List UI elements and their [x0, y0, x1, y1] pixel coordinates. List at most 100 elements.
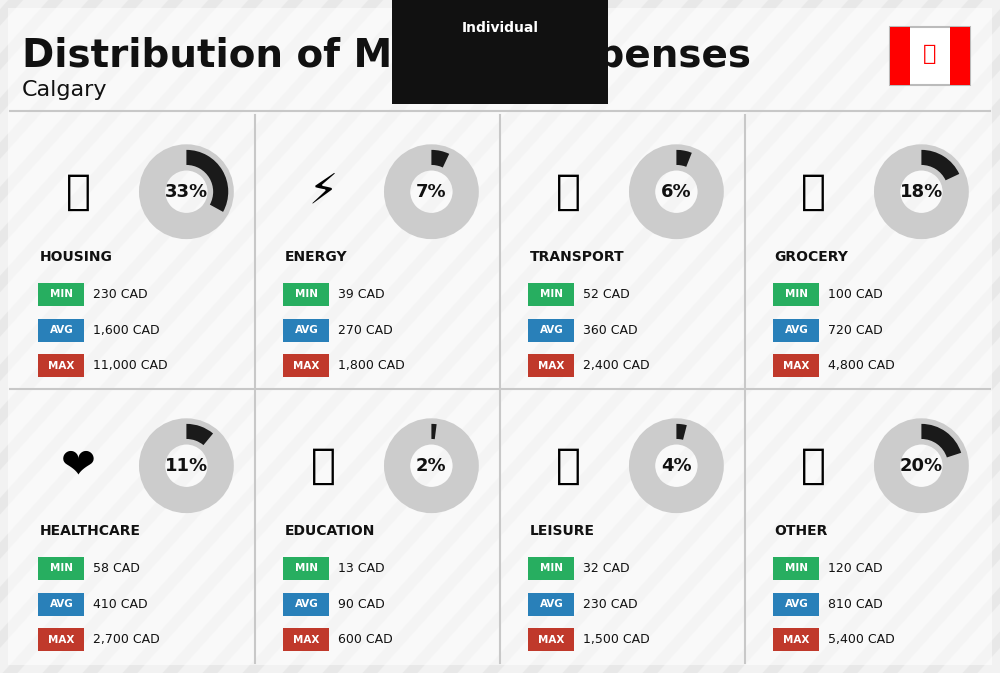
Text: 🚌: 🚌 — [556, 171, 581, 213]
Text: 2,400 CAD: 2,400 CAD — [583, 359, 650, 372]
Text: 120 CAD: 120 CAD — [828, 562, 883, 575]
Text: MIN: MIN — [785, 289, 808, 299]
FancyBboxPatch shape — [950, 27, 970, 85]
Text: 270 CAD: 270 CAD — [338, 324, 393, 336]
Wedge shape — [921, 150, 959, 180]
Wedge shape — [186, 424, 213, 445]
Text: 90 CAD: 90 CAD — [338, 598, 385, 610]
Text: 32 CAD: 32 CAD — [583, 562, 630, 575]
Text: MAX: MAX — [783, 635, 810, 645]
Text: 🍁: 🍁 — [923, 44, 937, 64]
Text: 230 CAD: 230 CAD — [93, 288, 148, 301]
Text: AVG: AVG — [295, 599, 318, 609]
Text: 230 CAD: 230 CAD — [583, 598, 638, 610]
Text: 52 CAD: 52 CAD — [583, 288, 630, 301]
Text: 600 CAD: 600 CAD — [338, 633, 393, 646]
Text: MAX: MAX — [48, 361, 75, 371]
FancyBboxPatch shape — [773, 283, 819, 306]
Text: 33%: 33% — [165, 183, 208, 201]
Text: 2%: 2% — [416, 457, 447, 474]
Text: 1,600 CAD: 1,600 CAD — [93, 324, 160, 336]
Text: 🛍️: 🛍️ — [556, 445, 581, 487]
Text: 4%: 4% — [661, 457, 692, 474]
Text: 39 CAD: 39 CAD — [338, 288, 385, 301]
Text: MIN: MIN — [540, 563, 563, 573]
FancyBboxPatch shape — [38, 283, 84, 306]
Text: MAX: MAX — [538, 635, 565, 645]
Text: ⚡: ⚡ — [309, 171, 338, 213]
Text: 13 CAD: 13 CAD — [338, 562, 385, 575]
Text: MIN: MIN — [540, 289, 563, 299]
Text: LEISURE: LEISURE — [529, 524, 594, 538]
FancyBboxPatch shape — [38, 593, 84, 616]
Text: 11,000 CAD: 11,000 CAD — [93, 359, 168, 372]
FancyBboxPatch shape — [38, 628, 84, 651]
FancyBboxPatch shape — [528, 593, 574, 616]
Text: 410 CAD: 410 CAD — [93, 598, 148, 610]
Text: MIN: MIN — [295, 289, 318, 299]
Text: AVG: AVG — [540, 599, 563, 609]
FancyBboxPatch shape — [8, 8, 992, 665]
Text: MAX: MAX — [783, 361, 810, 371]
FancyBboxPatch shape — [283, 283, 329, 306]
Text: OTHER: OTHER — [774, 524, 828, 538]
FancyBboxPatch shape — [283, 354, 329, 377]
Text: 720 CAD: 720 CAD — [828, 324, 883, 336]
FancyBboxPatch shape — [773, 318, 819, 342]
Text: 810 CAD: 810 CAD — [828, 598, 883, 610]
Text: MIN: MIN — [785, 563, 808, 573]
Text: GROCERY: GROCERY — [774, 250, 848, 264]
FancyBboxPatch shape — [528, 354, 574, 377]
FancyBboxPatch shape — [283, 557, 329, 580]
Text: MAX: MAX — [293, 361, 320, 371]
FancyBboxPatch shape — [773, 593, 819, 616]
Text: ENERGY: ENERGY — [284, 250, 347, 264]
Text: 5,400 CAD: 5,400 CAD — [828, 633, 895, 646]
Text: 🏢: 🏢 — [66, 171, 91, 213]
FancyBboxPatch shape — [528, 628, 574, 651]
FancyBboxPatch shape — [283, 628, 329, 651]
Text: 💼: 💼 — [801, 445, 826, 487]
FancyBboxPatch shape — [38, 318, 84, 342]
Text: AVG: AVG — [50, 325, 73, 335]
Text: MIN: MIN — [50, 289, 73, 299]
Text: Distribution of Monthly Expenses: Distribution of Monthly Expenses — [22, 37, 751, 75]
Text: MIN: MIN — [50, 563, 73, 573]
Wedge shape — [921, 424, 961, 458]
Text: 1,500 CAD: 1,500 CAD — [583, 633, 650, 646]
Text: 7%: 7% — [416, 183, 447, 201]
FancyBboxPatch shape — [38, 354, 84, 377]
Text: 360 CAD: 360 CAD — [583, 324, 638, 336]
FancyBboxPatch shape — [38, 557, 84, 580]
FancyBboxPatch shape — [773, 628, 819, 651]
Text: MIN: MIN — [295, 563, 318, 573]
FancyBboxPatch shape — [528, 283, 574, 306]
Text: ❤️: ❤️ — [61, 445, 96, 487]
Text: Individual: Individual — [462, 21, 538, 35]
Wedge shape — [186, 150, 228, 212]
Text: AVG: AVG — [50, 599, 73, 609]
Text: EDUCATION: EDUCATION — [284, 524, 375, 538]
Text: MAX: MAX — [538, 361, 565, 371]
Wedge shape — [431, 150, 449, 168]
Text: MAX: MAX — [48, 635, 75, 645]
FancyBboxPatch shape — [890, 27, 910, 85]
Text: 11%: 11% — [165, 457, 208, 474]
Text: 🛒: 🛒 — [801, 171, 826, 213]
Text: 6%: 6% — [661, 183, 692, 201]
Text: AVG: AVG — [785, 325, 808, 335]
FancyBboxPatch shape — [528, 318, 574, 342]
Text: Calgary: Calgary — [22, 80, 108, 100]
Text: 🎓: 🎓 — [311, 445, 336, 487]
Text: TRANSPORT: TRANSPORT — [529, 250, 624, 264]
Text: 100 CAD: 100 CAD — [828, 288, 883, 301]
Text: HEALTHCARE: HEALTHCARE — [39, 524, 140, 538]
FancyBboxPatch shape — [890, 27, 970, 85]
Text: 20%: 20% — [900, 457, 943, 474]
Text: AVG: AVG — [295, 325, 318, 335]
Text: AVG: AVG — [540, 325, 563, 335]
Text: MAX: MAX — [293, 635, 320, 645]
Text: 1,800 CAD: 1,800 CAD — [338, 359, 405, 372]
Text: AVG: AVG — [785, 599, 808, 609]
Text: 58 CAD: 58 CAD — [93, 562, 140, 575]
